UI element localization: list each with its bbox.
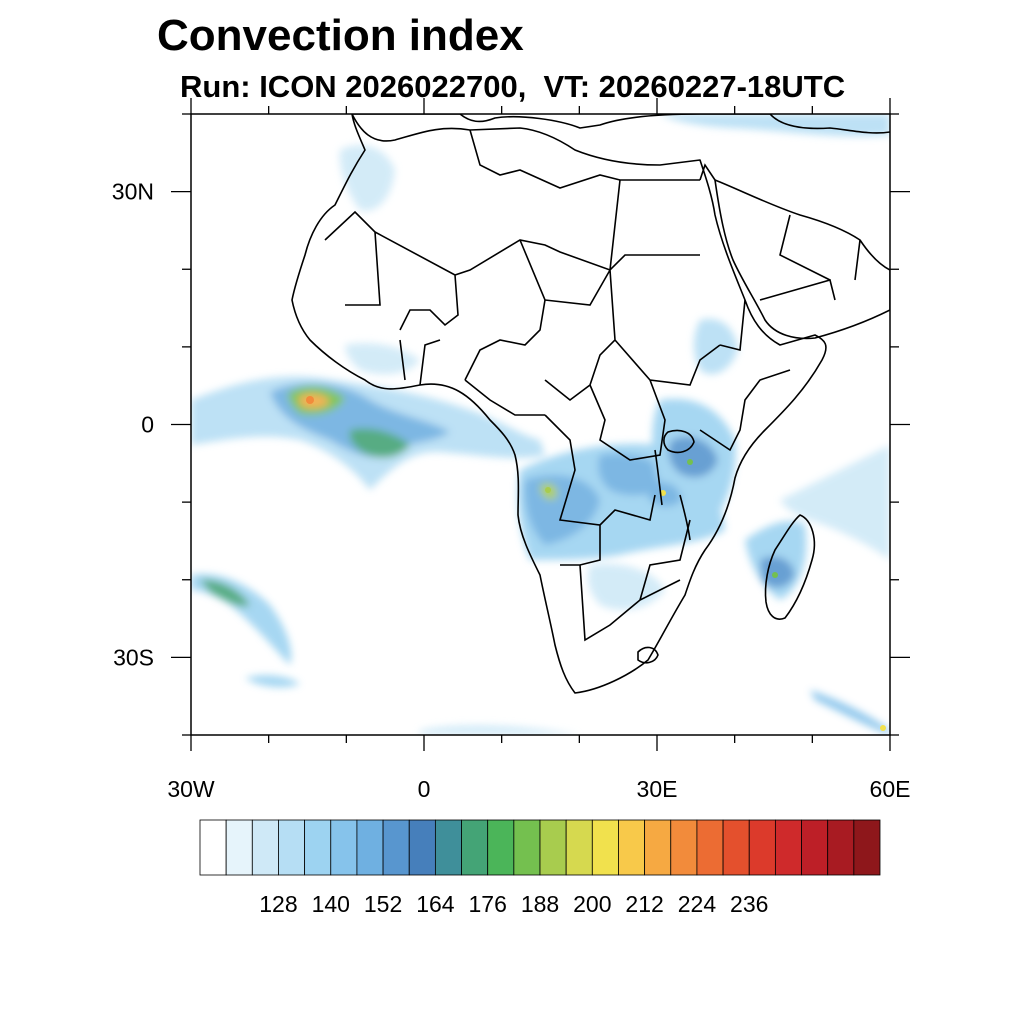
colorbar-label: 152 bbox=[364, 891, 402, 917]
convection-speckle bbox=[880, 725, 886, 731]
colorbar-swatch bbox=[774, 819, 802, 876]
colorbar-label: 176 bbox=[469, 891, 507, 917]
colorbar-label: 188 bbox=[521, 891, 559, 917]
chart-title: Convection index bbox=[157, 11, 524, 60]
convection-area-morocco bbox=[339, 145, 395, 211]
colorbar-swatch bbox=[461, 819, 489, 876]
colorbar-swatch bbox=[618, 819, 646, 876]
convection-speckle bbox=[687, 459, 693, 465]
y-tick-label: 0 bbox=[141, 412, 154, 438]
border-lines bbox=[324, 129, 861, 642]
convection-speckle bbox=[772, 572, 778, 578]
colorbar-swatch bbox=[278, 819, 306, 876]
convection-area-south-atlantic bbox=[191, 574, 292, 665]
colorbar-swatch bbox=[801, 819, 829, 876]
convection-field bbox=[191, 114, 890, 735]
colorbar-swatch bbox=[487, 819, 515, 876]
colorbar-swatch bbox=[644, 819, 672, 876]
country-borders bbox=[324, 129, 861, 642]
colorbar-swatch bbox=[434, 819, 462, 876]
convection-speckle bbox=[545, 487, 551, 493]
lesotho-border bbox=[637, 646, 659, 664]
convection-area-itcz-peak bbox=[298, 394, 330, 409]
colorbar bbox=[199, 819, 881, 876]
convection-speckle bbox=[660, 490, 666, 496]
x-axis-labels: 30W 0 30E 60E bbox=[167, 776, 910, 802]
colorbar-swatch bbox=[670, 819, 698, 876]
colorbar-labels: 128 140 152 164 176 188 200 212 224 236 bbox=[259, 891, 768, 917]
colorbar-label: 236 bbox=[730, 891, 768, 917]
convection-area-south-streak-east bbox=[810, 690, 890, 735]
x-tick-label: 30W bbox=[167, 776, 215, 802]
colorbar-swatch bbox=[827, 819, 855, 876]
chart-subtitle: Run: ICON 2026022700, VT: 20260227-18UTC bbox=[180, 69, 846, 104]
convection-area-lake-victoria bbox=[668, 436, 718, 478]
convection-speckle bbox=[306, 396, 314, 404]
colorbar-swatch bbox=[251, 819, 279, 876]
colorbar-swatch bbox=[304, 819, 332, 876]
x-tick-label: 30E bbox=[637, 776, 678, 802]
convection-area-mediterranean bbox=[660, 114, 890, 137]
lake-victoria bbox=[663, 429, 695, 454]
colorbar-swatch bbox=[513, 819, 541, 876]
colorbar-swatch bbox=[225, 819, 253, 876]
colorbar-swatch bbox=[408, 819, 436, 876]
colorbar-label: 140 bbox=[312, 891, 350, 917]
convection-area-indian-ocean-band bbox=[780, 445, 890, 560]
lake-malawi bbox=[679, 494, 691, 541]
convection-area-itcz-south bbox=[349, 428, 410, 458]
colorbar-swatch bbox=[722, 819, 750, 876]
colorbar-label: 212 bbox=[625, 891, 663, 917]
colorbar-swatch bbox=[382, 819, 410, 876]
colorbar-swatch bbox=[853, 819, 881, 876]
arabia-coastline bbox=[714, 179, 890, 340]
colorbar-swatch bbox=[539, 819, 567, 876]
africa-coastline bbox=[291, 114, 827, 694]
y-tick-label: 30S bbox=[113, 644, 154, 670]
madagascar-coastline bbox=[764, 514, 816, 620]
colorbar-swatch bbox=[565, 819, 593, 876]
convection-area-ethiopia bbox=[694, 318, 738, 375]
colorbar-swatch bbox=[748, 819, 776, 876]
colorbar-swatch bbox=[330, 819, 358, 876]
convection-area-southern-africa bbox=[587, 563, 665, 610]
colorbar-swatch bbox=[199, 819, 227, 876]
convection-area-madagascar-core bbox=[760, 556, 795, 588]
convection-area-south-streak-bottom bbox=[420, 725, 580, 735]
colorbar-swatch bbox=[591, 819, 619, 876]
y-axis-labels: 30N 0 30S bbox=[112, 179, 154, 671]
colorbar-swatch bbox=[356, 819, 384, 876]
x-tick-label: 60E bbox=[870, 776, 911, 802]
convection-area-south-streak-west bbox=[245, 675, 300, 688]
colorbar-label: 164 bbox=[416, 891, 455, 917]
coastlines bbox=[291, 114, 890, 694]
colorbar-swatch bbox=[696, 819, 724, 876]
x-tick-label: 0 bbox=[418, 776, 431, 802]
colorbar-label: 224 bbox=[678, 891, 717, 917]
colorbar-label: 128 bbox=[259, 891, 297, 917]
axis-ticks bbox=[171, 98, 910, 751]
convection-area-south-atlantic-core bbox=[200, 579, 250, 607]
europe-coastline bbox=[352, 114, 890, 134]
colorbar-label: 200 bbox=[573, 891, 611, 917]
y-tick-label: 30N bbox=[112, 179, 154, 205]
